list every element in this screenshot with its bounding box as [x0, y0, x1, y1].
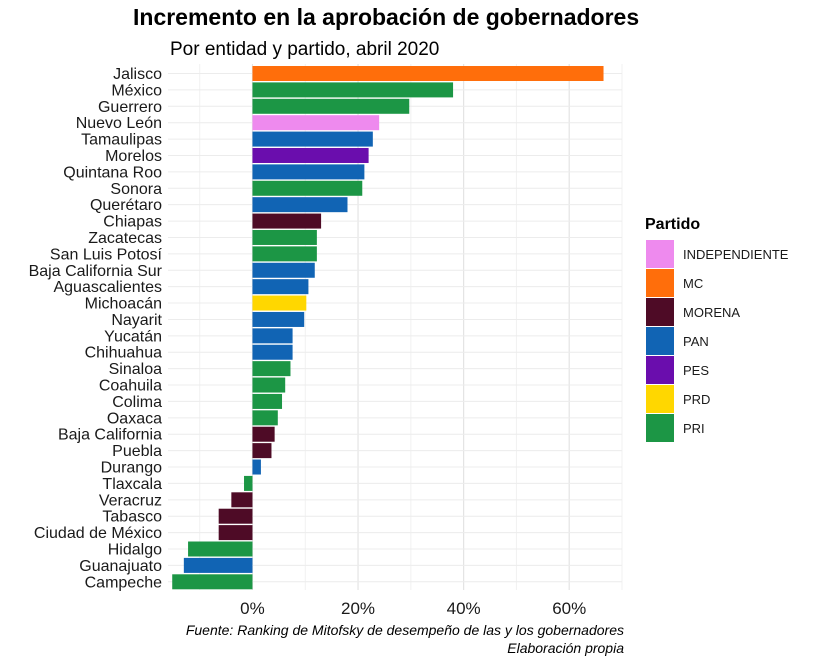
y-tick-label: Durango	[101, 460, 162, 477]
legend-title: Partido	[645, 216, 700, 233]
bar	[252, 279, 309, 295]
x-axis-labels: 0% 20% 40% 60%	[240, 599, 586, 618]
legend-swatch	[646, 385, 674, 413]
caption-source: Fuente: Ranking de Mitofsky de desempeño…	[186, 622, 624, 638]
y-tick-label: Morelos	[105, 148, 162, 165]
y-tick-label: San Luis Potosí	[50, 246, 163, 263]
bar	[218, 525, 253, 541]
legend-swatch	[646, 327, 674, 355]
legend-label: PRI	[683, 421, 705, 436]
chart-subtitle: Por entidad y partido, abril 2020	[170, 39, 439, 60]
x-tick-label: 60%	[552, 599, 586, 618]
x-tick-label: 20%	[341, 599, 375, 618]
y-tick-label: Oaxaca	[107, 410, 162, 427]
legend-swatch	[646, 269, 674, 297]
legend-label: INDEPENDIENTE	[683, 247, 789, 262]
bar	[252, 459, 261, 475]
bar	[252, 164, 365, 180]
y-tick-label: Michoacán	[85, 296, 162, 313]
y-tick-label: Tamaulipas	[81, 132, 162, 149]
y-tick-label: Aguascalientes	[53, 279, 162, 296]
bar	[252, 98, 410, 114]
bar	[252, 197, 348, 213]
legend-swatch	[646, 298, 674, 326]
y-tick-label: Baja California Sur	[29, 263, 163, 280]
bar	[231, 492, 253, 508]
y-tick-label: Chihuahua	[85, 345, 163, 362]
bar	[252, 180, 363, 196]
legend-label: PES	[683, 363, 709, 378]
y-tick-label: Nuevo León	[76, 115, 162, 132]
legend-label: MC	[683, 276, 703, 291]
y-tick-label: Puebla	[112, 443, 162, 460]
bar	[252, 393, 283, 409]
bar	[172, 574, 253, 590]
legend-swatch	[646, 240, 674, 268]
bars	[172, 66, 604, 590]
y-tick-label: Quintana Roo	[63, 164, 162, 181]
bar	[252, 82, 454, 98]
x-tick-label: 40%	[447, 599, 481, 618]
y-tick-label: Sinaloa	[109, 361, 162, 378]
y-tick-label: Sonora	[110, 181, 162, 198]
bar	[252, 131, 373, 147]
y-tick-label: Jalisco	[113, 66, 162, 83]
bar	[252, 344, 293, 360]
bar	[252, 295, 307, 311]
y-tick-label: Zacatecas	[88, 230, 162, 247]
y-tick-label: Campeche	[85, 574, 162, 591]
y-tick-label: Tabasco	[102, 509, 162, 526]
x-tick-label: 0%	[240, 599, 265, 618]
legend: Partido INDEPENDIENTE MC MORENA PAN PES PRD PR…	[645, 216, 789, 442]
bar	[252, 443, 272, 459]
y-tick-label: Baja California	[58, 427, 162, 444]
bar	[252, 410, 278, 426]
bar	[252, 66, 604, 81]
y-tick-label: México	[111, 82, 162, 99]
bar	[252, 361, 291, 377]
y-tick-label: Coahuila	[99, 378, 162, 395]
bar	[252, 328, 293, 344]
bar	[252, 229, 317, 245]
y-tick-label: Chiapas	[103, 214, 162, 231]
legend-swatch	[646, 414, 674, 442]
caption-note: Elaboración propia	[507, 640, 624, 656]
bar	[252, 426, 275, 442]
y-tick-label: Guanajuato	[79, 558, 162, 575]
y-tick-label: Ciudad de México	[34, 525, 162, 542]
bar	[252, 213, 322, 229]
bar	[252, 377, 286, 393]
bar	[244, 475, 253, 491]
chart-title: Incremento en la aprobación de gobernado…	[133, 4, 639, 30]
legend-swatch	[646, 356, 674, 384]
bar	[183, 557, 253, 573]
legend-label: PAN	[683, 334, 709, 349]
legend-label: MORENA	[683, 305, 740, 320]
bar	[252, 311, 305, 327]
bar	[188, 541, 253, 557]
y-tick-label: Veracruz	[99, 492, 162, 509]
bar	[252, 147, 369, 163]
y-tick-label: Yucatán	[104, 328, 162, 345]
legend-label: PRD	[683, 392, 710, 407]
bar	[252, 246, 317, 262]
y-tick-label: Querétaro	[90, 197, 162, 214]
y-tick-label: Guerrero	[98, 99, 162, 116]
bar	[218, 508, 253, 524]
y-tick-label: Hidalgo	[108, 542, 162, 559]
y-tick-label: Nayarit	[111, 312, 162, 329]
y-tick-label: Tlaxcala	[102, 476, 162, 493]
bar	[252, 115, 380, 131]
bar	[252, 262, 315, 278]
y-tick-label: Colima	[112, 394, 162, 411]
